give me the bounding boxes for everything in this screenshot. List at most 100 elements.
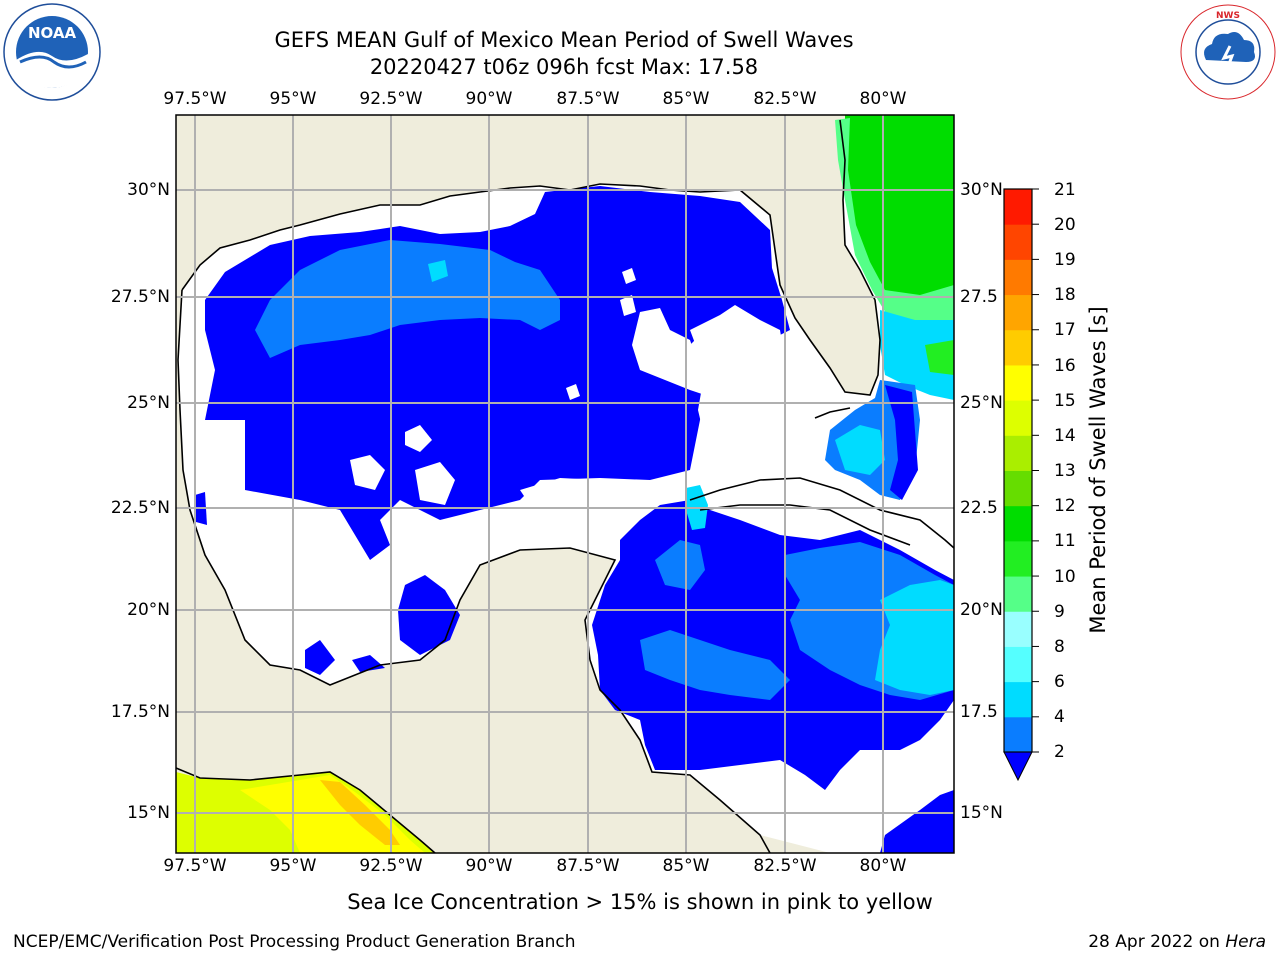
x-tick-bottom: 80°W <box>859 856 907 876</box>
swell-field-4s-yucatan-channel <box>655 540 705 590</box>
swell-field-9s-atlantic <box>835 118 954 330</box>
x-tick-top: 90°W <box>465 89 513 109</box>
x-tick-bottom: 90°W <box>465 856 513 876</box>
y-tick-right: 27.5 <box>960 287 998 307</box>
colorbar-tick-label: 19 <box>1054 250 1076 270</box>
colorbar <box>1003 188 1039 782</box>
colorbar-segment <box>1004 259 1032 296</box>
x-tick-top: 85°W <box>662 89 710 109</box>
colorbar-tick-label: 2 <box>1054 742 1065 762</box>
x-tick-bottom: 95°W <box>269 856 317 876</box>
nodata-hole-3 <box>405 425 432 452</box>
colorbar-extend-triangle <box>1003 751 1033 782</box>
nodata-hole-4 <box>415 462 455 505</box>
y-tick-left: 20°N <box>127 600 170 620</box>
swell-field-11s-spot <box>925 340 954 375</box>
colorbar-tick-label: 15 <box>1054 391 1076 411</box>
y-tick-right: 25°N <box>960 393 1003 413</box>
nws-logo: NWS <box>1178 2 1278 106</box>
colorbar-segment <box>1004 329 1032 366</box>
coastlines <box>175 119 955 854</box>
footer-host: Hera <box>1225 932 1266 952</box>
colorbar-segment <box>1004 646 1032 683</box>
x-tick-top: 87.5°W <box>556 89 620 109</box>
y-tick-right: 30°N <box>960 180 1003 200</box>
y-tick-left: 27.5°N <box>110 287 170 307</box>
swell-field-2s-se-corner <box>880 790 954 853</box>
x-tick-top: 80°W <box>859 89 907 109</box>
coastline-pacific <box>175 767 436 854</box>
colorbar-tick-label: 6 <box>1054 672 1065 692</box>
nodata-hole-1 <box>632 308 700 390</box>
swell-field-2s-campeche <box>398 575 460 655</box>
sea-ice-caption: Sea Ice Concentration > 15% is shown in … <box>347 890 933 914</box>
colorbar-segment <box>1004 540 1032 577</box>
colorbar-tick-label: 13 <box>1054 461 1076 481</box>
x-tick-bottom: 85°W <box>662 856 710 876</box>
chart-subtitle: 20220427 t06z 096h fcst Max: 17.58 <box>369 55 759 79</box>
colorbar-tick-label: 20 <box>1054 215 1076 235</box>
x-tick-top: 95°W <box>269 89 317 109</box>
swell-field-6s-caribbean <box>875 580 954 695</box>
colorbar-tick-label: 4 <box>1054 707 1065 727</box>
colorbar-segment <box>1004 224 1032 260</box>
colorbar-tick-label: 10 <box>1054 567 1076 587</box>
colorbar-tick-label: 14 <box>1054 426 1076 446</box>
nodata-hole-2 <box>690 305 785 440</box>
nodata-hole-7 <box>620 295 636 316</box>
colorbar-segment <box>1004 294 1032 331</box>
y-tick-left: 22.5°N <box>110 498 170 518</box>
footer-date: 28 Apr 2022 on Hera <box>1088 932 1266 952</box>
swell-field-2s-campeche-west <box>305 640 335 675</box>
y-tick-right: 17.5 <box>960 702 998 722</box>
nodata-hole-6 <box>520 478 615 510</box>
y-tick-left: 15°N <box>127 803 170 823</box>
swell-field-10s-atlantic <box>845 115 954 300</box>
colorbar-segment <box>1004 716 1032 753</box>
colorbar-segment <box>1004 681 1032 718</box>
colorbar-segment <box>1004 611 1032 647</box>
y-tick-right: 22.5 <box>960 498 998 518</box>
x-tick-bottom: 82.5°W <box>753 856 817 876</box>
x-tick-top: 82.5°W <box>753 89 817 109</box>
nodata-hole-5 <box>350 455 385 490</box>
footer-date-text: 28 Apr 2022 on <box>1088 932 1226 952</box>
y-tick-left: 17.5°N <box>110 702 170 722</box>
colorbar-segment <box>1004 470 1032 507</box>
colorbar-segment <box>1004 505 1032 542</box>
y-tick-right: 15°N <box>960 803 1003 823</box>
noaa-logo-text: NOAA <box>28 24 77 42</box>
swell-field-4s-caribbean-a <box>640 630 790 700</box>
x-tick-bottom: 92.5°W <box>359 856 423 876</box>
x-tick-top: 97.5°W <box>163 89 227 109</box>
colorbar-segments <box>1004 189 1032 753</box>
coastline-us-gulf <box>181 119 881 396</box>
chart-title: GEFS MEAN Gulf of Mexico Mean Period of … <box>274 28 854 52</box>
colorbar-segment <box>1004 189 1032 225</box>
nodata-hole-9 <box>566 384 580 400</box>
footer-credit: NCEP/EMC/Verification Post Processing Pr… <box>13 932 576 952</box>
map-frame <box>175 114 955 854</box>
noaa-logo: NOAA <box>2 2 102 106</box>
colorbar-segment <box>1004 576 1032 612</box>
colorbar-tick-label: 16 <box>1054 356 1076 376</box>
x-tick-bottom: 87.5°W <box>556 856 620 876</box>
y-tick-left: 30°N <box>127 180 170 200</box>
gridlines <box>176 115 954 853</box>
colorbar-tick-label: 11 <box>1054 531 1076 551</box>
x-tick-bottom: 97.5°W <box>163 856 227 876</box>
colorbar-segment <box>1004 364 1032 401</box>
colorbar-tick-label: 12 <box>1054 496 1076 516</box>
colorbar-segment <box>1004 435 1032 471</box>
y-tick-left: 25°N <box>127 393 170 413</box>
swell-field-2s-lower-west <box>352 655 385 672</box>
colorbar-ticks <box>1032 188 1039 753</box>
swell-field-6s-bahamas <box>835 425 885 475</box>
colorbar-tick-label: 17 <box>1054 320 1076 340</box>
colorbar-tick-label: 21 <box>1054 180 1076 200</box>
x-tick-top: 92.5°W <box>359 89 423 109</box>
swell-field-2s-bahamas-channel <box>885 385 918 500</box>
coastline-mexico-west <box>177 289 771 854</box>
colorbar-title: Mean Period of Swell Waves [s] <box>1086 306 1110 634</box>
